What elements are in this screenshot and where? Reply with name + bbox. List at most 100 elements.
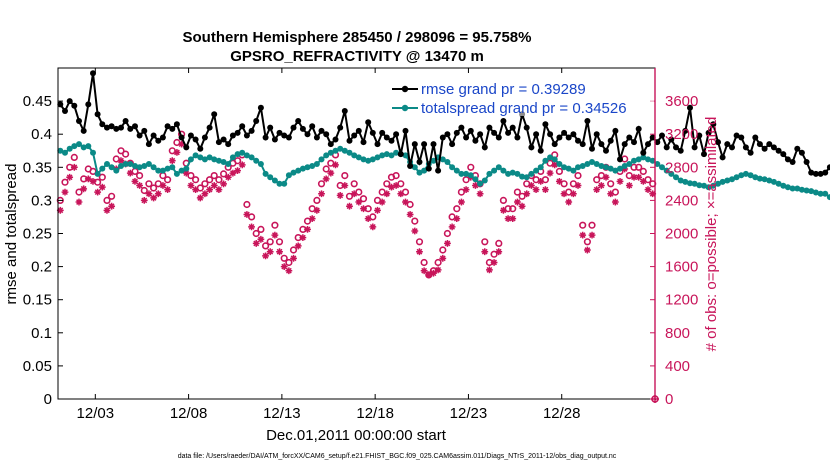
totalspread-point [365,157,372,164]
rmse-point [327,141,334,148]
rmse-point [593,131,600,138]
rmse-point [747,149,754,156]
rmse-point [556,134,563,141]
legend: rmse grand pr = 0.39289 totalspread gran… [386,76,654,117]
totalspread-point [411,164,418,171]
totalspread-point [290,169,297,176]
totalspread-point [327,149,334,156]
obs-assimilated-point [332,161,339,169]
rmse-point [90,70,96,77]
totalspread-point [201,156,208,163]
rmse-point [677,147,684,154]
obs-possible-point [262,242,270,250]
rmse-point [612,127,619,134]
obs-assimilated-point [514,198,521,206]
rmse-point [794,145,801,152]
obs-possible-point [75,188,83,196]
rmse-point [495,134,502,141]
totalspread-point [369,156,376,163]
rmse-point [472,137,479,144]
totalspread-point [225,161,232,167]
obs-assimilated-point [271,231,279,239]
rmse-point [127,125,134,132]
rmse-point [579,141,586,148]
totalspread-point [393,149,400,156]
totalspread-point [640,154,647,161]
totalspread-point [206,154,213,161]
totalspread-point [659,164,665,171]
obs-possible-point [220,170,228,178]
obs-possible-point [579,221,587,229]
y-right-tick-label: 0 [665,391,673,408]
obs-assimilated-point [458,198,465,206]
obs-assimilated-point [528,182,535,189]
obs-assimilated-point [500,206,507,214]
totalspread-point [90,149,96,156]
obs-possible-point [61,178,69,186]
obs-possible-point [593,176,601,184]
rmse-point [332,136,339,143]
obs-assimilated-point [579,231,587,239]
totalspread-point [682,178,689,185]
rmse-point [803,159,810,165]
y-right-tick-label: 2400 [665,192,698,209]
obs-assimilated-point [224,173,232,181]
obs-possible-point [266,238,274,246]
obs-assimilated-point [276,248,283,256]
totalspread-point [383,151,390,158]
totalspread-point [812,189,819,196]
rmse-point [500,118,507,124]
obs-assimilated-point [374,206,381,214]
obs-possible-point [206,176,214,184]
y-axis-left: 0 0.05 0.1 0.15 0.2 0.25 0.3 0.35 0.4 0.45 [23,93,63,408]
totalspread-point [505,170,512,177]
rmse-point [663,144,670,151]
obs-possible-point [164,176,172,184]
totalspread-point [402,152,409,159]
obs-possible-point [513,188,522,196]
obs-assimilated-point [518,202,526,210]
obs-assimilated-point [481,248,489,256]
obs-assimilated-point [644,186,652,194]
totalspread-point [826,194,830,201]
obs-assimilated-point [546,169,554,177]
totalspread-point [551,156,558,163]
obs-possible-point [420,258,428,267]
rmse-point [164,123,171,130]
obs-assimilated-point [322,175,330,183]
totalspread-point [360,156,367,163]
rmse-point [691,144,698,151]
rmse-point [183,144,190,151]
totalspread-point [593,161,600,167]
rmse-point [206,124,213,131]
rmse-point [169,125,176,132]
obs-assimilated-point [187,182,195,189]
obs-possible-point [98,173,106,181]
obs-assimilated-point [420,267,428,275]
rmse-point [766,141,773,148]
obs-possible-point [341,172,349,180]
rmse-point [365,119,372,126]
rmse-point [276,129,283,136]
rmse-point [444,131,451,138]
obs-possible-point [243,200,251,209]
obs-assimilated-point [569,190,577,198]
obs-possible-point [495,239,503,247]
totalspread-point [271,177,278,184]
rmse-point [187,132,194,139]
rmse-point [449,141,456,148]
rmse-point [742,144,749,151]
totalspread-point [183,165,190,172]
totalspread-point [187,156,194,163]
rmse-point [687,104,693,111]
totalspread-point [439,156,446,163]
totalspread-point [421,167,428,174]
rmse-point [323,131,330,138]
totalspread-point [332,147,339,154]
totalspread-point [677,177,684,184]
totalspread-point [150,164,157,171]
rmse-point [491,129,498,136]
y-axis-right-label: # of obs: o=possible; ×=assimilated [703,117,720,352]
rmse-point [626,134,633,141]
y-right-tick-label: 400 [665,358,690,375]
